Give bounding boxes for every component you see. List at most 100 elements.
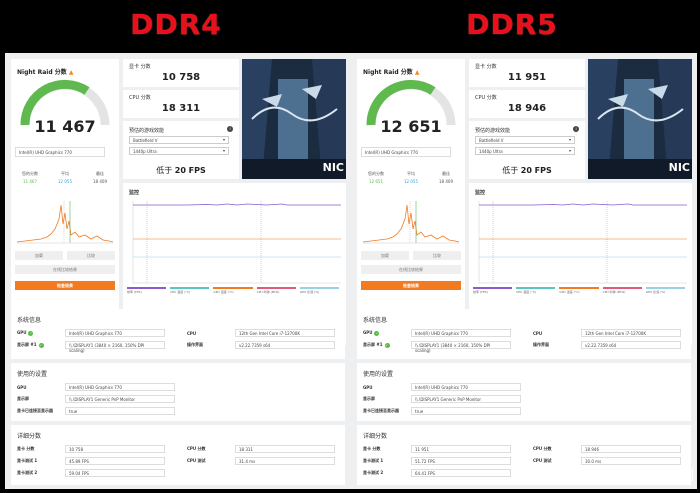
- system-info-card: 系统信息 GPU ✓ Intel(R) UHD Graphics 770 显示屏 #…: [11, 309, 345, 359]
- settings-used-card: 使用的设置 GPU Intel(R) UHD Graphics 770 显示屏 \\…: [357, 363, 691, 421]
- legend-cpu-clock[interactable]: CPU 时钟 (MHz): [256, 287, 296, 294]
- info-icon[interactable]: i: [573, 126, 579, 132]
- score-distribution-chart: [362, 201, 460, 244]
- info-icon[interactable]: i: [227, 126, 233, 132]
- game-select[interactable]: Battlefield V ▾: [475, 136, 575, 144]
- cpu-score-value: 18 311: [161, 103, 201, 114]
- compare-button[interactable]: 比较: [413, 251, 461, 260]
- sys-display-row: 显示屏 #1 ✓ \\.\DISPLAY1 (3840 × 2160, 150% D…: [17, 341, 165, 353]
- stat-average: 平均 12 055: [58, 171, 72, 184]
- gpu-name-field: Intel(R) UHD Graphics 770: [15, 147, 105, 157]
- sys-display-row: 显示屏 #1 ✓ \\.\DISPLAY1 (3840 × 2160, 150% D…: [363, 341, 511, 353]
- settings-used-title: 使用的设置: [363, 371, 394, 378]
- resolution-select[interactable]: 1440p Ultra ▾: [129, 147, 229, 155]
- cpu-score-card: CPU 分数 18 311: [123, 90, 239, 118]
- graphics-score-value: 11 951: [507, 72, 547, 83]
- stat-yours: 您的分数 12 651: [368, 171, 384, 184]
- chevron-down-icon: ▾: [222, 148, 225, 153]
- det-cpu-test-row: CPU 测试 30.0 ms: [533, 457, 681, 465]
- warning-icon: ▲: [414, 69, 420, 76]
- load-button[interactable]: 加载: [361, 251, 409, 260]
- use-display-row: 显示屏 \\.\DISPLAY1 Generic PnP Monitor: [17, 395, 175, 403]
- det-cpu-row: CPU 分数 18 946: [533, 445, 681, 453]
- use-connected-row: 显卡已连接至显示器 true: [17, 407, 175, 415]
- check-icon: ✓: [374, 331, 380, 336]
- use-display-row: 显示屏 \\.\DISPLAY1 Generic PnP Monitor: [363, 395, 521, 403]
- detailed-scores-title: 详细分数: [17, 433, 42, 440]
- fps-estimate: 低于 20 FPS: [156, 166, 206, 175]
- score-stats: 您的分数 11 467 平均 12 055 最佳 18 409: [15, 171, 115, 184]
- legend-cpu-temp[interactable]: CPU 温度 (°C): [516, 287, 556, 294]
- watermark-logo: 新 浪 众测: [628, 468, 694, 484]
- game-preview-image: NIC: [588, 59, 692, 179]
- legend-fps[interactable]: 帧率 (FPS): [127, 287, 167, 294]
- graphics-score-label: 显卡 分数: [129, 64, 151, 70]
- check-icon: ✓: [28, 331, 34, 336]
- graphics-score-card: 显卡 分数 10 758: [123, 59, 239, 87]
- game-preview-image: NIC: [242, 59, 346, 179]
- legend-cpu-clock[interactable]: CPU 时钟 (MHz): [602, 287, 642, 294]
- sys-cpu-row: CPU 12th Gen Intel Core i7-12700K: [533, 329, 681, 337]
- online-compare-button[interactable]: 在线比较结果: [15, 265, 115, 274]
- det-cpu-test-row: CPU 测试 31.4 ms: [187, 457, 335, 465]
- score-gauge: [366, 79, 456, 126]
- det-test1-row: 显卡测试 1 51.72 FPS: [363, 457, 511, 465]
- legend-gpu-temp[interactable]: GPU 温度 (°C): [559, 287, 599, 294]
- cpu-score-label: CPU 分数: [129, 95, 151, 101]
- legend-gpu-load[interactable]: GPU 负载 (%): [645, 287, 686, 294]
- stat-yours: 您的分数 11 467: [22, 171, 38, 184]
- system-info-title: 系统信息: [363, 317, 388, 324]
- chevron-down-icon: ▾: [568, 137, 571, 142]
- use-gpu-row: GPU Intel(R) UHD Graphics 770: [363, 383, 521, 391]
- game-scene-art: [242, 59, 346, 179]
- legend-fps[interactable]: 帧率 (FPS): [473, 287, 513, 294]
- monitoring-chart: [132, 201, 341, 284]
- estimated-performance-card: 预估的游戏效能 i Battlefield V ▾ 1440p Ultra ▾ 低于…: [123, 121, 239, 179]
- graphics-score-value: 10 758: [161, 72, 201, 83]
- view-results-button[interactable]: 检查结果: [15, 281, 115, 290]
- stat-best: 最佳 18 409: [93, 171, 107, 184]
- gpu-name-field: Intel(R) UHD Graphics 770: [361, 147, 451, 157]
- monitoring-chart: [478, 201, 687, 284]
- estimated-performance-label: 预估的游戏效能: [129, 128, 165, 134]
- stat-average: 平均 12 055: [404, 171, 418, 184]
- score-card: Night Raid 分数 ▲ 12 651 Intel(R) UHD Grap…: [357, 59, 465, 345]
- monitoring-label: 监控: [129, 190, 140, 196]
- chevron-down-icon: ▾: [568, 148, 571, 153]
- det-test2-row: 显卡测试 2 64.41 FPS: [363, 469, 511, 477]
- ddr4-heading: DDR4: [130, 8, 222, 41]
- use-gpu-row: GPU Intel(R) UHD Graphics 770: [17, 383, 175, 391]
- ddr4-result-panel: Night Raid 分数 ▲ 11 467 Intel(R) UHD Grap…: [5, 53, 351, 489]
- score-title: Night Raid 分数 ▲: [17, 69, 74, 76]
- estimated-performance-card: 预估的游戏效能 i Battlefield V ▾ 1440p Ultra ▾ 低于…: [469, 121, 585, 179]
- game-select[interactable]: Battlefield V ▾: [129, 136, 229, 144]
- load-button[interactable]: 加载: [15, 251, 63, 260]
- view-results-button[interactable]: 检查结果: [361, 281, 461, 290]
- compare-button[interactable]: 比较: [67, 251, 115, 260]
- game-scene-art: [588, 59, 692, 179]
- system-info-title: 系统信息: [17, 317, 42, 324]
- check-icon: ✓: [384, 343, 390, 348]
- cpu-score-label: CPU 分数: [475, 95, 497, 101]
- legend-gpu-temp[interactable]: GPU 温度 (°C): [213, 287, 253, 294]
- ddr5-result-panel: Night Raid 分数 ▲ 12 651 Intel(R) UHD Grap…: [351, 53, 697, 489]
- det-graphics-row: 显卡 分数 11 951: [363, 445, 511, 453]
- game-title-overlay: NIC: [668, 161, 690, 174]
- online-compare-button[interactable]: 在线比较结果: [361, 265, 461, 274]
- resolution-select[interactable]: 1440p Ultra ▾: [475, 147, 575, 155]
- detailed-scores-title: 详细分数: [363, 433, 388, 440]
- overall-score: 11 467: [34, 117, 96, 136]
- legend-gpu-load[interactable]: GPU 负载 (%): [299, 287, 340, 294]
- score-gauge: [20, 79, 110, 126]
- game-title-overlay: NIC: [322, 161, 344, 174]
- monitoring-legend: 帧率 (FPS) CPU 温度 (°C) GPU 温度 (°C) CPU 时钟 …: [473, 287, 686, 294]
- det-test1-row: 显卡测试 1 45.89 FPS: [17, 457, 165, 465]
- use-connected-row: 显卡已连接至显示器 true: [363, 407, 521, 415]
- estimated-performance-label: 预估的游戏效能: [475, 128, 511, 134]
- legend-cpu-temp[interactable]: CPU 温度 (°C): [170, 287, 210, 294]
- det-test2-row: 显卡测试 2 59.04 FPS: [17, 469, 165, 477]
- graphics-score-label: 显卡 分数: [475, 64, 497, 70]
- cpu-score-card: CPU 分数 18 946: [469, 90, 585, 118]
